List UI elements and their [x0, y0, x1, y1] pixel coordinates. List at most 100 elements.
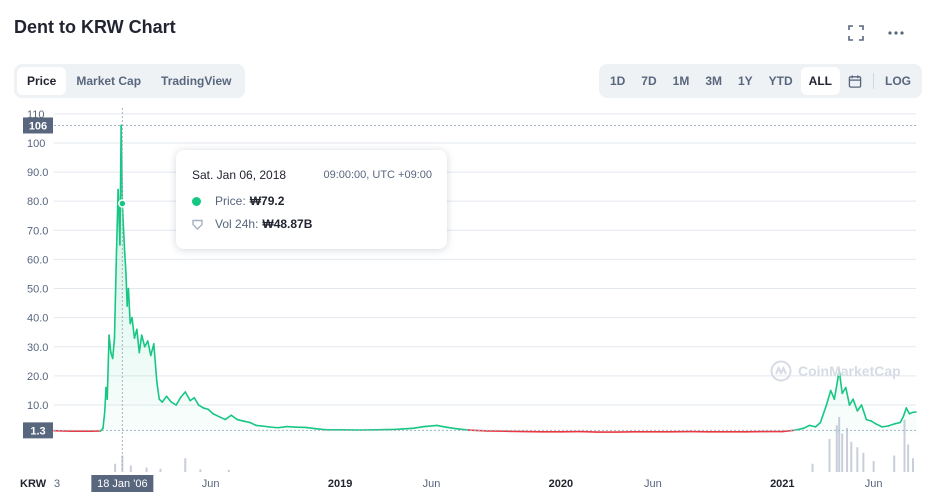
price-value: ₩79.2	[249, 194, 285, 208]
price-line-segment	[218, 415, 226, 421]
price-line-segment	[436, 424, 447, 428]
divider	[873, 73, 874, 89]
tab-market-cap[interactable]: Market Cap	[76, 74, 142, 88]
price-line-segment	[899, 415, 905, 424]
price-line-segment	[136, 328, 141, 354]
tab-price[interactable]: Price	[17, 67, 67, 95]
volume-bar	[811, 463, 814, 472]
range-1d[interactable]: 1D	[609, 74, 626, 88]
price-line-segment	[393, 427, 414, 431]
volume-bar	[145, 467, 148, 472]
price-line-segment	[138, 334, 143, 354]
y-tick-label: 70.0	[27, 225, 48, 237]
price-line-segment	[814, 421, 822, 428]
price-line-segment	[179, 391, 187, 399]
price-line-segment	[445, 426, 459, 430]
volume-bar	[893, 455, 896, 472]
price-line-segment	[202, 407, 210, 411]
volume-bar	[846, 428, 849, 472]
watermark-text: CoinMarketCap	[798, 363, 901, 379]
price-line-segment	[122, 229, 126, 255]
price-line-segment	[170, 401, 177, 406]
volume-bar	[907, 444, 910, 472]
baseline-badge	[23, 422, 53, 439]
volume-bar	[856, 447, 859, 472]
price-line-segment	[121, 202, 125, 232]
volume-label: Vol 24h:	[215, 217, 259, 231]
range-3m[interactable]: 3M	[705, 74, 722, 88]
price-line-segment	[860, 404, 868, 421]
price-line-segment	[304, 426, 319, 430]
price-line-segment	[870, 420, 877, 425]
price-line-segment	[881, 425, 889, 428]
x-tick-label: 2020	[549, 478, 573, 490]
x-tick-label: Jun	[865, 478, 883, 490]
price-line-segment	[113, 258, 118, 339]
more-icon[interactable]	[887, 24, 909, 44]
price-line-segment	[829, 389, 836, 401]
price-line-segment	[140, 334, 146, 348]
y-tick-label: 80.0	[27, 196, 48, 208]
price-line-segment	[123, 252, 127, 275]
x-tick-label: Jun	[644, 478, 662, 490]
price-area	[54, 125, 916, 435]
volume-bar	[129, 465, 132, 472]
range-all[interactable]: ALL	[800, 67, 840, 95]
price-label: Price:	[215, 194, 246, 208]
range-7d[interactable]: 7D	[641, 74, 657, 88]
price-line-segment	[102, 410, 106, 430]
price-line-segment	[848, 398, 854, 406]
volume-bar	[159, 468, 162, 472]
volume-bar	[114, 463, 117, 472]
price-line-segment	[108, 334, 112, 354]
log-toggle[interactable]: LOG	[885, 74, 911, 88]
x-tick-label: Jun	[202, 478, 220, 490]
y-tick-label: 30.0	[27, 342, 48, 354]
price-line-segment	[411, 425, 426, 430]
calendar-icon[interactable]	[840, 67, 870, 95]
expand-icon[interactable]	[847, 24, 869, 44]
price-line-segment	[189, 396, 196, 402]
price-line-segment	[161, 395, 168, 403]
y-tick-label: 50.0	[27, 284, 48, 296]
price-line-segment	[905, 407, 911, 415]
price-line-segment	[131, 316, 136, 339]
baseline-label: 1.3	[30, 425, 45, 437]
price-line-segment	[207, 408, 214, 415]
price-line-segment	[120, 124, 124, 205]
price-line-segment	[819, 404, 828, 424]
y-tick-label: 100	[27, 138, 45, 150]
price-line-segment	[127, 287, 132, 325]
tooltip-time: 09:00:00, UTC +09:00	[323, 169, 432, 181]
price-line-segment	[111, 337, 116, 360]
price-line-segment	[887, 423, 896, 427]
y-axis-title: KRW	[20, 478, 47, 490]
page-title: Dent to KRW Chart	[14, 17, 176, 37]
volume-bar	[911, 458, 914, 472]
volume-bar	[862, 452, 865, 472]
price-chart[interactable]: 11010090.080.070.060.050.040.030.020.010…	[0, 105, 936, 497]
price-line-segment	[53, 429, 73, 433]
max-price-label: 106	[29, 120, 47, 132]
range-1m[interactable]: 1M	[672, 74, 690, 88]
price-line-segment	[802, 424, 811, 430]
price-line-segment	[902, 407, 908, 418]
price-line-segment	[578, 430, 599, 433]
volume-bar	[184, 458, 187, 472]
price-line-segment	[146, 340, 152, 357]
price-line-segment	[184, 391, 191, 402]
price-line-segment	[316, 428, 328, 431]
price-line-segment	[212, 412, 220, 418]
volume-bar	[835, 425, 838, 472]
volume-bar	[838, 417, 841, 472]
price-line-segment	[865, 418, 873, 422]
price-line-segment	[224, 414, 233, 421]
volume-bar	[121, 455, 124, 472]
x-tick-label: 3	[54, 478, 60, 490]
price-line-segment	[808, 424, 817, 428]
range-ytd[interactable]: YTD	[768, 74, 793, 88]
x-tick-label: 2019	[328, 478, 352, 490]
range-1y[interactable]: 1Y	[737, 74, 753, 88]
x-tick-label: Jun	[423, 478, 441, 490]
tab-tradingview[interactable]: TradingView	[161, 74, 232, 88]
